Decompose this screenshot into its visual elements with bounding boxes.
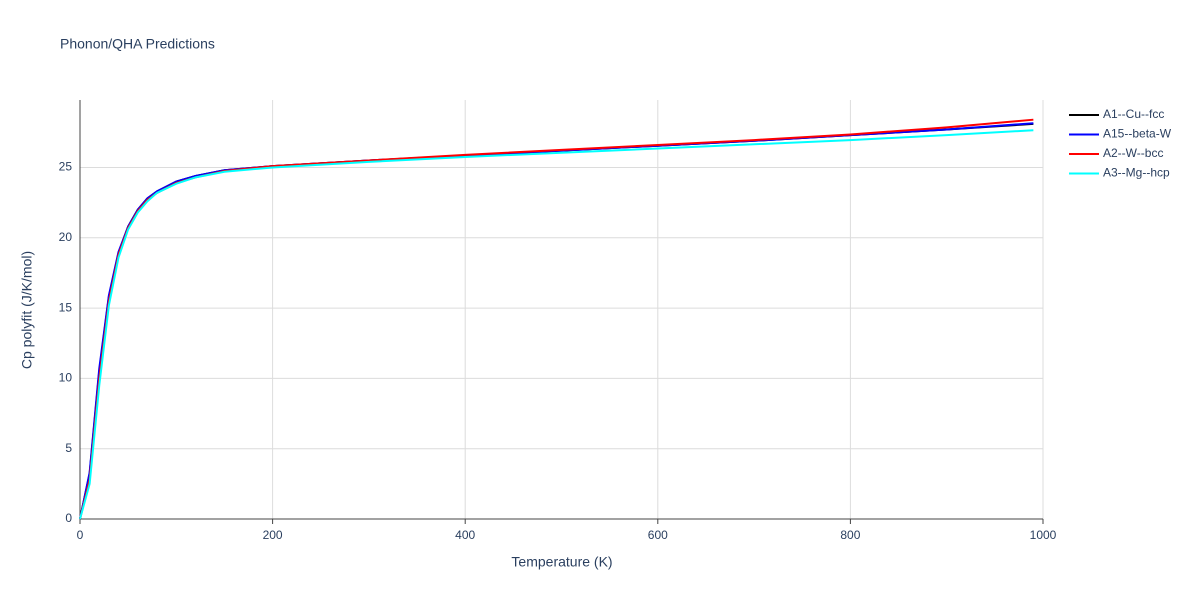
x-axis-title: Temperature (K) [511,554,612,570]
x-tick-label: 0 [77,528,84,542]
line-series [79,122,1034,520]
legend-label: A2--W--bcc [1103,146,1163,160]
x-tick-label: 400 [455,528,475,542]
legend-label: A3--Mg--hcp [1103,166,1170,180]
legend-label: A15--beta-W [1103,127,1172,141]
line-series [79,129,1034,520]
y-tick-label: 10 [59,371,73,385]
line-series [79,118,1034,520]
y-axis-title: Cp polyfit (J/K/mol) [19,251,35,369]
line-series [79,122,1034,520]
x-tick-label: 200 [263,528,283,542]
y-tick-label: 5 [65,441,72,455]
legend-label: A1--Cu--fcc [1103,107,1164,121]
y-tick-label: 20 [59,230,73,244]
x-tick-label: 1000 [1030,528,1057,542]
y-tick-label: 15 [59,300,73,314]
chart-title: Phonon/QHA Predictions [60,36,215,52]
x-tick-label: 600 [648,528,668,542]
y-tick-label: 0 [65,511,72,525]
y-tick-label: 25 [59,160,73,174]
x-tick-label: 800 [840,528,860,542]
